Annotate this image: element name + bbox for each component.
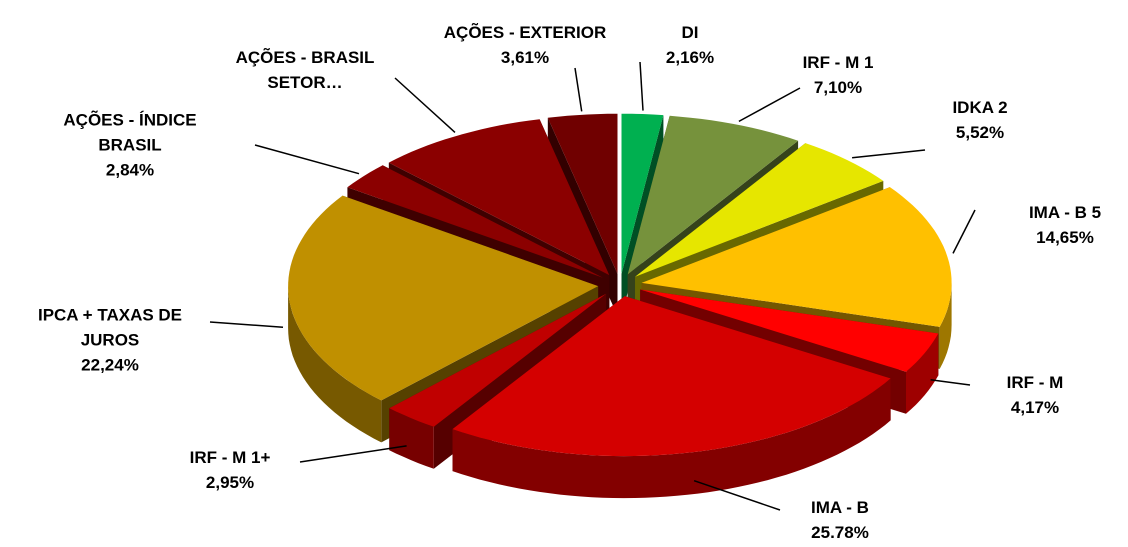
- leader-line: [693, 479, 781, 511]
- data-label: IDKA 2 5,52%: [952, 95, 1007, 145]
- value-label: 14,65%: [1036, 228, 1094, 247]
- leader-line: [738, 87, 801, 123]
- value-label: 3,61%: [500, 48, 550, 67]
- slice-side: [389, 408, 434, 469]
- category-label: AÇÕES - EXTERIOR: [443, 23, 607, 42]
- leader-line: [254, 144, 360, 175]
- slice: [388, 119, 610, 276]
- value-label: 2,95%: [205, 473, 255, 492]
- slice: [347, 165, 603, 278]
- data-label: IPCA + TAXAS DE JUROS 22,24%: [10, 303, 210, 378]
- slice: [640, 289, 939, 372]
- slice: [641, 187, 952, 327]
- leader-line: [394, 77, 456, 133]
- category-label: IMA - B 5: [1028, 203, 1102, 222]
- data-label: IRF - M 1 7,10%: [803, 50, 874, 100]
- value-label: 4,17%: [1010, 398, 1060, 417]
- category-label: IRF - M 1+: [189, 448, 271, 467]
- value-label: 5,52%: [955, 123, 1005, 142]
- slice-side: [906, 333, 939, 414]
- category-label: IDKA 2: [952, 98, 1008, 117]
- value-label: 25.78%: [811, 523, 869, 542]
- slice-side: [452, 378, 891, 499]
- leader-line: [952, 209, 976, 254]
- category-label: IRF - M: [1006, 373, 1064, 392]
- leader-line: [299, 445, 407, 463]
- leader-line: [852, 149, 926, 159]
- data-label: AÇÕES - ÍNDICE BRASIL 2,84%: [35, 108, 225, 183]
- slice: [389, 293, 607, 427]
- data-label: IMA - B 25.78%: [811, 495, 869, 545]
- leader-line: [574, 67, 583, 112]
- category-label: IRF - M 1: [802, 53, 874, 72]
- category-label: AÇÕES - BRASIL SETOR…: [235, 48, 375, 92]
- slice: [547, 113, 618, 274]
- category-label: IMA - B: [811, 498, 869, 517]
- value-label: 22,24%: [81, 355, 139, 375]
- slice-side: [939, 282, 952, 369]
- leader-line: [639, 61, 644, 111]
- slice: [288, 195, 599, 401]
- value-label: 7,10%: [813, 78, 863, 97]
- data-label: AÇÕES - BRASIL SETOR…: [210, 45, 400, 95]
- slice: [627, 115, 799, 275]
- value-label: 2,84%: [105, 160, 155, 180]
- slice: [635, 143, 884, 277]
- category-label: DI: [681, 23, 699, 42]
- value-label: 2,16%: [665, 48, 715, 67]
- category-label: AÇÕES - ÍNDICE BRASIL: [63, 110, 197, 155]
- data-label: DI 2,16%: [666, 20, 714, 70]
- category-label: IPCA + TAXAS DE JUROS: [37, 305, 183, 350]
- slice-side: [288, 286, 382, 443]
- leader-line: [930, 379, 971, 386]
- data-label: AÇÕES - EXTERIOR 3,61%: [444, 20, 606, 70]
- slice: [621, 113, 664, 274]
- slice: [452, 296, 891, 457]
- data-label: IRF - M 1+ 2,95%: [190, 445, 271, 495]
- data-label: IRF - M 4,17%: [1007, 370, 1064, 420]
- data-label: IMA - B 5 14,65%: [1029, 200, 1101, 250]
- leader-line: [209, 321, 284, 328]
